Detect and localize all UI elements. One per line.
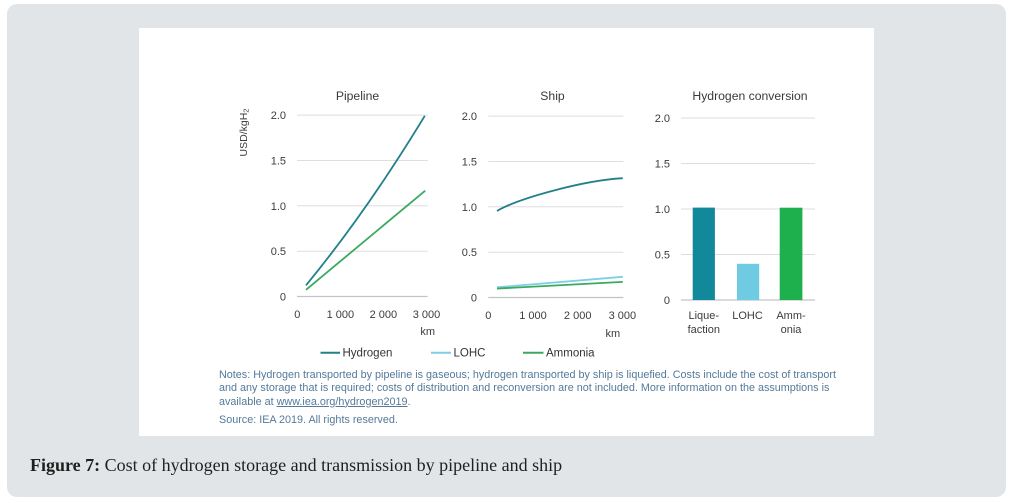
svg-text:0.5: 0.5 <box>655 249 670 261</box>
svg-text:Lique-: Lique- <box>689 310 720 322</box>
svg-text:faction: faction <box>688 324 720 336</box>
svg-text:0.5: 0.5 <box>462 247 477 259</box>
svg-text:Amm-: Amm- <box>776 310 806 322</box>
svg-text:LOHC: LOHC <box>732 310 763 322</box>
svg-text:3 000: 3 000 <box>609 310 637 322</box>
svg-text:km: km <box>420 326 435 338</box>
svg-text:3 000: 3 000 <box>413 309 441 321</box>
svg-text:onia: onia <box>781 324 803 336</box>
svg-text:0.5: 0.5 <box>271 246 286 258</box>
svg-text:0: 0 <box>664 295 670 307</box>
svg-text:USD/kgH2: USD/kgH2 <box>238 109 251 157</box>
svg-text:1.5: 1.5 <box>655 158 670 170</box>
svg-text:0: 0 <box>280 292 286 304</box>
svg-text:1.5: 1.5 <box>462 157 477 169</box>
svg-text:Ship: Ship <box>540 89 565 103</box>
svg-text:Pipeline: Pipeline <box>336 89 380 103</box>
svg-text:0: 0 <box>485 310 491 322</box>
svg-text:0: 0 <box>294 309 300 321</box>
svg-text:km: km <box>605 328 620 340</box>
svg-text:2 000: 2 000 <box>564 310 592 322</box>
svg-text:2 000: 2 000 <box>370 309 398 321</box>
svg-text:0: 0 <box>471 293 477 305</box>
svg-text:1.0: 1.0 <box>655 204 670 216</box>
svg-text:LOHC: LOHC <box>454 348 486 360</box>
svg-text:2.0: 2.0 <box>271 110 286 122</box>
svg-text:1.0: 1.0 <box>271 201 286 213</box>
svg-text:1 000: 1 000 <box>327 309 355 321</box>
svg-text:Ammonia: Ammonia <box>546 348 595 360</box>
svg-text:1.0: 1.0 <box>462 202 477 214</box>
svg-text:Hydrogen: Hydrogen <box>343 348 393 360</box>
svg-text:1 000: 1 000 <box>519 310 547 322</box>
svg-text:1.5: 1.5 <box>271 156 286 168</box>
svg-text:Hydrogen conversion: Hydrogen conversion <box>692 89 807 103</box>
svg-text:2.0: 2.0 <box>462 111 477 123</box>
svg-text:2.0: 2.0 <box>655 113 670 125</box>
